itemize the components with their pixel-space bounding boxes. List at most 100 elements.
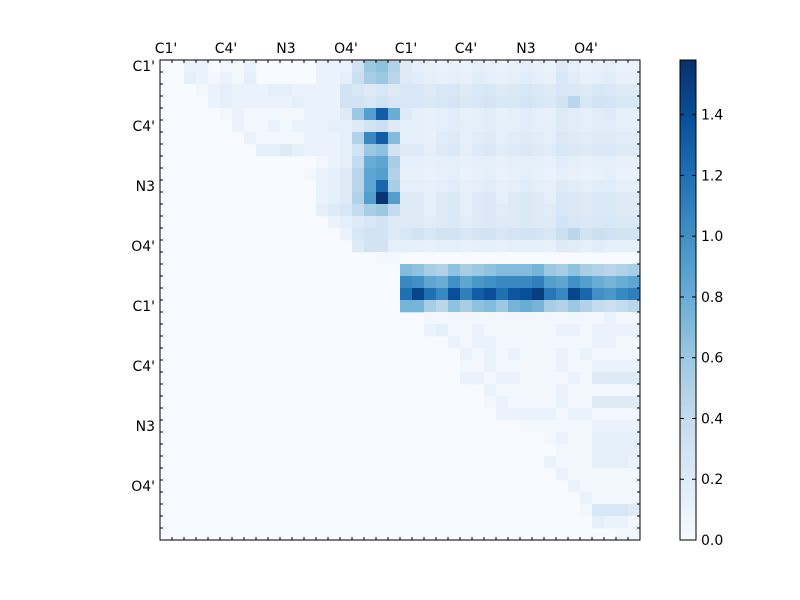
heatmap-cell — [352, 204, 365, 217]
heatmap-cell — [604, 240, 617, 253]
heatmap-cell — [628, 468, 641, 481]
heatmap-cell — [580, 156, 593, 169]
heatmap-cell — [604, 168, 617, 181]
heatmap-cell — [196, 84, 209, 97]
heatmap-cell — [484, 204, 497, 217]
heatmap-cell — [484, 132, 497, 145]
colorbar-tick-label: 0.0 — [701, 533, 723, 549]
heatmap-cell — [472, 372, 485, 385]
heatmap-cell — [364, 180, 377, 193]
heatmap-cell — [496, 324, 509, 337]
heatmap-cell — [628, 108, 641, 121]
heatmap-cell — [460, 132, 473, 145]
heatmap-cell — [448, 108, 461, 121]
heatmap-cell — [532, 72, 545, 85]
heatmap-cell — [568, 288, 581, 301]
heatmap-cell — [568, 192, 581, 205]
heatmap-cell — [568, 216, 581, 229]
heatmap-cell — [472, 312, 485, 325]
heatmap-cell — [352, 60, 365, 73]
heatmap-cell — [556, 120, 569, 133]
heatmap-cell — [460, 276, 473, 289]
heatmap-cell — [412, 96, 425, 109]
heatmap-cell — [436, 180, 449, 193]
heatmap-cell — [340, 156, 353, 169]
heatmap-cell — [556, 324, 569, 337]
heatmap-cell — [616, 120, 629, 133]
heatmap-cell — [556, 312, 569, 325]
heatmap-cell — [244, 60, 257, 73]
heatmap-cell — [328, 108, 341, 121]
heatmap-cell — [556, 84, 569, 97]
heatmap-cell — [616, 300, 629, 313]
heatmap-cell — [328, 84, 341, 97]
heatmap-cell — [460, 120, 473, 133]
heatmap-cell — [412, 192, 425, 205]
heatmap-cell — [628, 336, 641, 349]
heatmap-cell — [568, 72, 581, 85]
y-tick-label: O4' — [131, 239, 155, 255]
heatmap-cell — [532, 96, 545, 109]
heatmap-cell — [604, 324, 617, 337]
heatmap-cell — [316, 168, 329, 181]
heatmap-cell — [520, 312, 533, 325]
heatmap-cell — [520, 72, 533, 85]
heatmap-cell — [520, 228, 533, 241]
heatmap-cell — [364, 132, 377, 145]
heatmap-cell — [496, 96, 509, 109]
heatmap-cell — [592, 204, 605, 217]
heatmap-cell — [496, 240, 509, 253]
heatmap-cell — [400, 216, 413, 229]
heatmap-cell — [568, 240, 581, 253]
heatmap-cell — [628, 216, 641, 229]
heatmap-cell — [424, 312, 437, 325]
heatmap-cell — [364, 96, 377, 109]
heatmap-cell — [328, 156, 341, 169]
heatmap-cell — [628, 504, 641, 517]
heatmap-cell — [568, 396, 581, 409]
heatmap-cell — [460, 108, 473, 121]
heatmap-cell — [592, 468, 605, 481]
heatmap-cell — [316, 96, 329, 109]
heatmap-cell — [376, 108, 389, 121]
heatmap-cell — [496, 288, 509, 301]
heatmap-cell — [580, 396, 593, 409]
heatmap-cell — [628, 288, 641, 301]
heatmap-cell — [580, 336, 593, 349]
heatmap-cell — [532, 120, 545, 133]
heatmap-cell — [472, 264, 485, 277]
heatmap-cell — [412, 156, 425, 169]
heatmap-cell — [220, 108, 233, 121]
heatmap-cell — [508, 120, 521, 133]
heatmap-cell — [604, 384, 617, 397]
heatmap-cell — [460, 156, 473, 169]
heatmap-cell — [340, 192, 353, 205]
heatmap-cell — [556, 192, 569, 205]
heatmap-cell — [568, 324, 581, 337]
heatmap-cell — [292, 84, 305, 97]
heatmap-cell — [220, 84, 233, 97]
heatmap-cell — [568, 60, 581, 73]
heatmap-cell — [472, 348, 485, 361]
heatmap-cell — [568, 468, 581, 481]
y-tick-label: C4' — [132, 359, 155, 375]
heatmap-cell — [532, 168, 545, 181]
heatmap-cell — [508, 408, 521, 421]
heatmap-cell — [532, 204, 545, 217]
heatmap-cell — [388, 96, 401, 109]
heatmap-cell — [400, 120, 413, 133]
heatmap-cell — [580, 264, 593, 277]
heatmap-cell — [628, 120, 641, 133]
heatmap-cell — [604, 456, 617, 469]
heatmap-cell — [520, 360, 533, 373]
heatmap-cell — [472, 216, 485, 229]
heatmap-cell — [592, 216, 605, 229]
heatmap-cell — [460, 60, 473, 73]
heatmap-cell — [580, 84, 593, 97]
heatmap-cell — [580, 372, 593, 385]
heatmap-cell — [616, 192, 629, 205]
heatmap-cell — [436, 108, 449, 121]
heatmap-cell — [328, 120, 341, 133]
heatmap-cell — [568, 300, 581, 313]
heatmap-cell — [460, 324, 473, 337]
